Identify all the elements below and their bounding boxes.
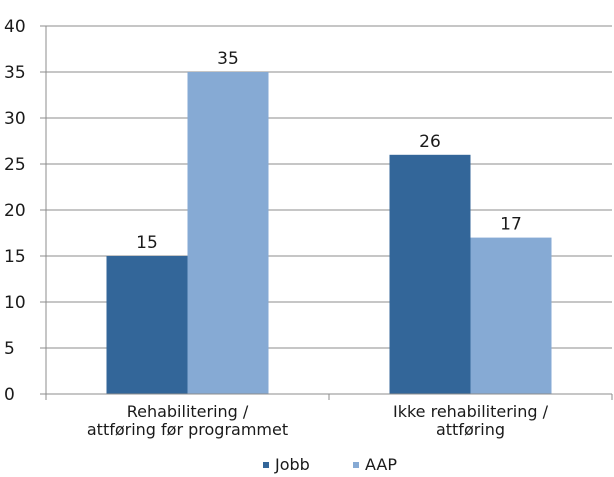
- legend-swatch-jobb: [263, 462, 269, 468]
- bar-layer: [106, 72, 552, 394]
- category-label-1-line-1: attføring: [436, 420, 505, 439]
- y-tick-label: 25: [4, 155, 26, 175]
- y-tick-label: 0: [4, 385, 15, 405]
- legend: Jobb AAP: [263, 455, 397, 474]
- y-tick-label: 35: [4, 63, 26, 83]
- y-tick-label: 15: [4, 247, 26, 267]
- data-label-aap-1: 17: [500, 215, 522, 235]
- bar-aap-1: [470, 237, 552, 394]
- data-label-aap-0: 35: [217, 49, 239, 69]
- category-label-1-line-0: Ikke rehabilitering /: [393, 402, 549, 421]
- y-tick-label: 20: [4, 201, 26, 221]
- data-label-jobb-0: 15: [136, 233, 158, 253]
- axis-layer: [40, 25, 613, 400]
- bar-jobb-0: [106, 256, 188, 394]
- legend-swatch-aap: [353, 462, 359, 468]
- category-label-0-line-1: attføring før programmet: [87, 420, 288, 439]
- y-tick-label: 5: [4, 339, 15, 359]
- bar-jobb-1: [389, 154, 471, 394]
- y-tick-label: 10: [4, 293, 26, 313]
- category-label-0-line-0: Rehabilitering /: [127, 402, 249, 421]
- data-label-jobb-1: 26: [419, 132, 441, 152]
- legend-label-jobb: Jobb: [274, 455, 310, 474]
- y-tick-label: 40: [4, 17, 26, 37]
- bar-aap-0: [187, 72, 269, 394]
- y-tick-label: 30: [4, 109, 26, 129]
- legend-label-aap: AAP: [365, 455, 397, 474]
